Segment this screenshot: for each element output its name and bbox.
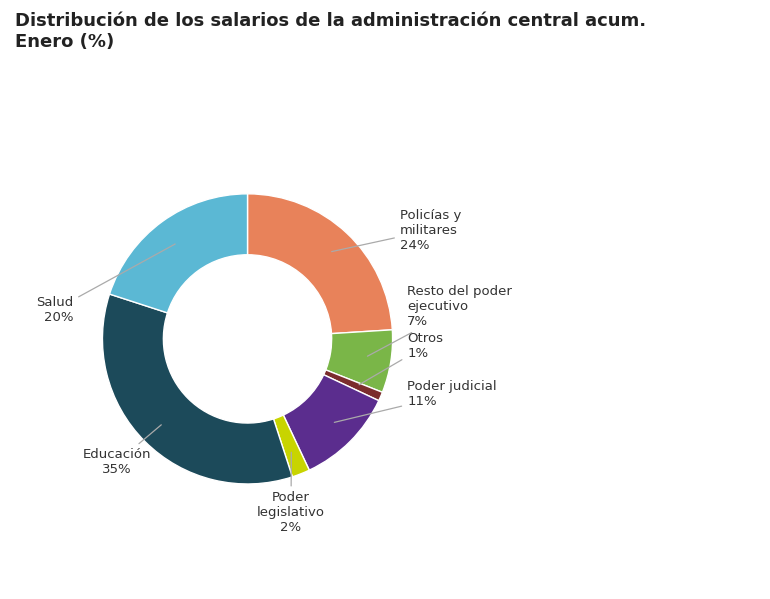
Wedge shape <box>247 194 392 334</box>
Text: Poder
legislativo
2%: Poder legislativo 2% <box>257 452 325 534</box>
Wedge shape <box>273 415 310 477</box>
Wedge shape <box>323 370 383 401</box>
Text: Salud
20%: Salud 20% <box>36 244 175 324</box>
Text: Poder judicial
11%: Poder judicial 11% <box>334 380 497 422</box>
Text: Otros
1%: Otros 1% <box>359 332 443 385</box>
Wedge shape <box>109 194 247 313</box>
Wedge shape <box>326 330 393 392</box>
Text: Distribución de los salarios de la administración central acum.
Enero (%): Distribución de los salarios de la admin… <box>15 12 647 51</box>
Text: Educación
35%: Educación 35% <box>82 425 161 476</box>
Text: Resto del poder
ejecutivo
7%: Resto del poder ejecutivo 7% <box>367 286 512 356</box>
Wedge shape <box>283 375 379 470</box>
Wedge shape <box>102 294 293 484</box>
Text: Policías y
militares
24%: Policías y militares 24% <box>332 208 461 252</box>
